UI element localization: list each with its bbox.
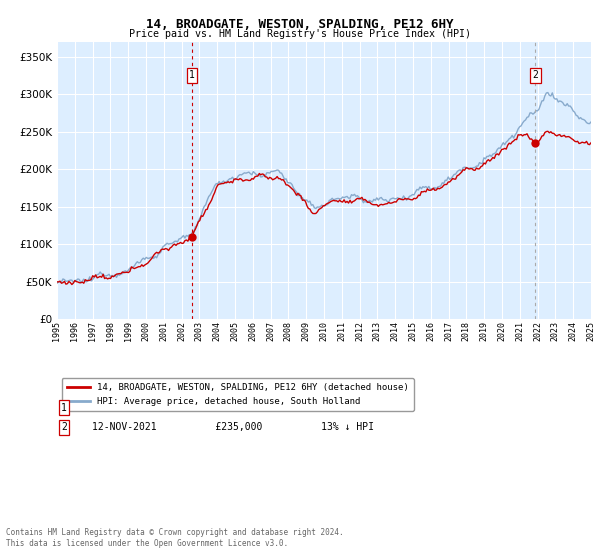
Text: 02-AUG-2002          £110,000          4% ↓ HPI: 02-AUG-2002 £110,000 4% ↓ HPI	[92, 403, 368, 413]
Text: 2: 2	[532, 70, 538, 80]
Text: 2: 2	[61, 422, 67, 432]
Text: 12-NOV-2021          £235,000          13% ↓ HPI: 12-NOV-2021 £235,000 13% ↓ HPI	[92, 422, 374, 432]
Legend: 14, BROADGATE, WESTON, SPALDING, PE12 6HY (detached house), HPI: Average price, : 14, BROADGATE, WESTON, SPALDING, PE12 6H…	[62, 378, 414, 411]
Text: Contains HM Land Registry data © Crown copyright and database right 2024.
This d: Contains HM Land Registry data © Crown c…	[6, 528, 344, 548]
Text: Price paid vs. HM Land Registry's House Price Index (HPI): Price paid vs. HM Land Registry's House …	[129, 29, 471, 39]
Text: 1: 1	[189, 70, 195, 80]
Text: 1: 1	[61, 403, 67, 413]
Text: 14, BROADGATE, WESTON, SPALDING, PE12 6HY: 14, BROADGATE, WESTON, SPALDING, PE12 6H…	[146, 18, 454, 31]
